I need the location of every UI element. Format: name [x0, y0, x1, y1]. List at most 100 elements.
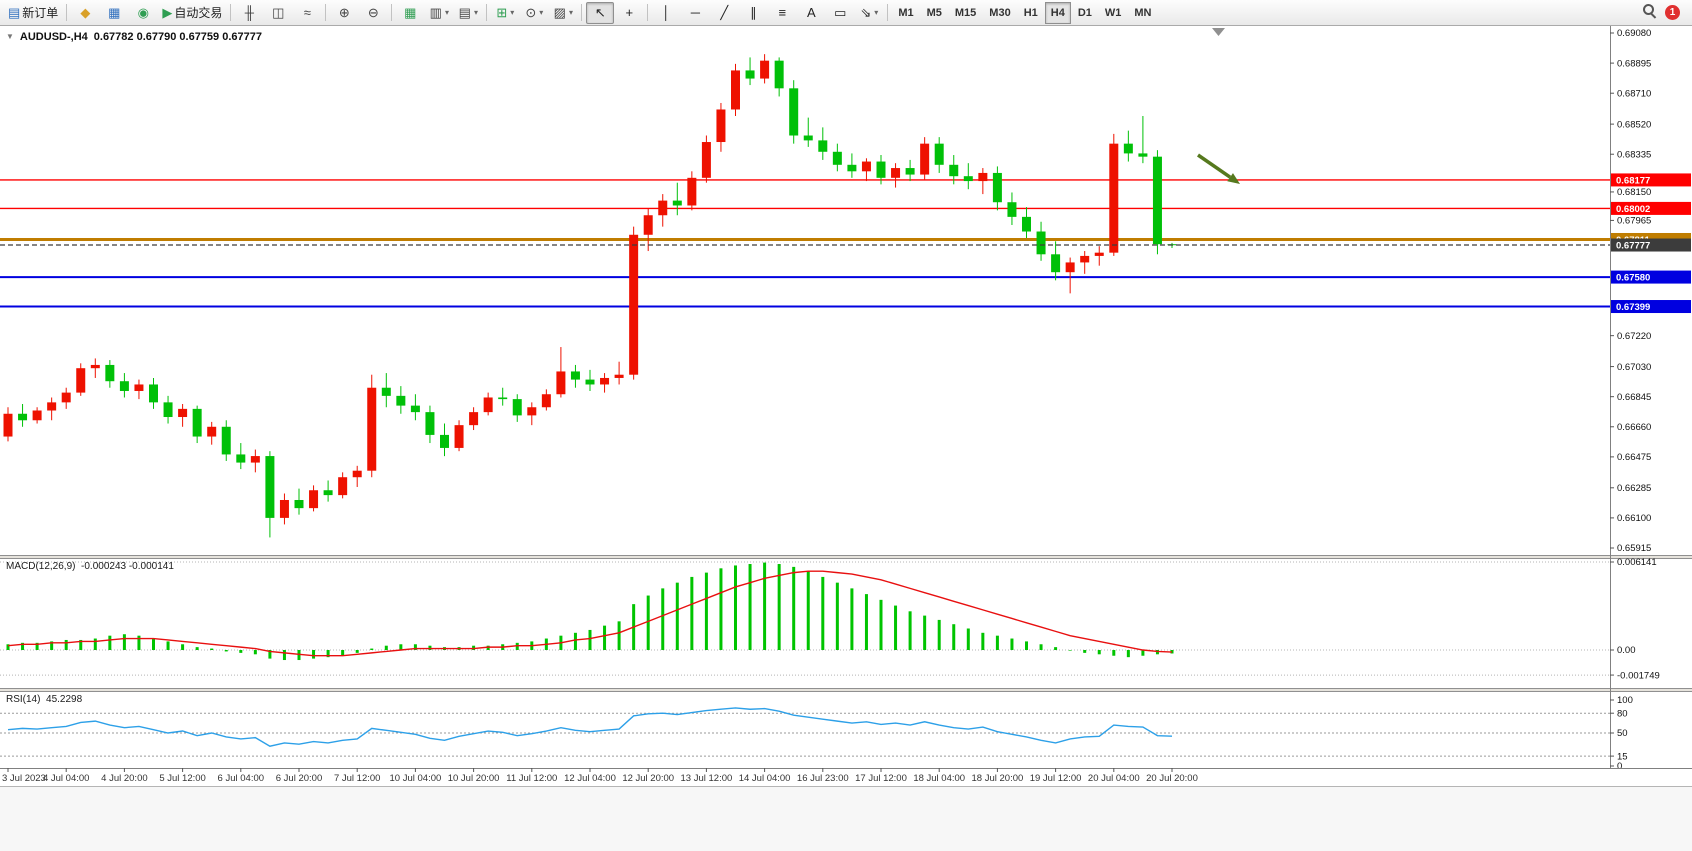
autotrading-icon: ▶ — [162, 5, 173, 20]
macd-indicator — [6, 562, 1174, 661]
one-click-trading-toggle[interactable]: ▼ — [6, 32, 14, 41]
horizontal-line-icon: ─ — [690, 5, 700, 20]
market-watch-button[interactable]: ◆ — [71, 2, 99, 24]
svg-text:19 Jul 12:00: 19 Jul 12:00 — [1030, 773, 1082, 784]
svg-text:0.65915: 0.65915 — [1617, 543, 1651, 554]
cursor-tool-icon: ↖ — [594, 5, 606, 20]
svg-text:0.67220: 0.67220 — [1617, 331, 1651, 342]
macd-label: MACD(12,26,9) -0.000243 -0.000141 — [6, 561, 174, 572]
timeframe-m30-button[interactable]: M30 — [989, 6, 1011, 19]
horizontal-line-tool[interactable]: ─ — [681, 2, 709, 24]
chevron-down-icon: ▾ — [874, 8, 879, 17]
svg-text:0.68520: 0.68520 — [1617, 119, 1651, 130]
period-clock-button[interactable]: ⊙ ▾ — [520, 2, 548, 24]
svg-text:0.67965: 0.67965 — [1617, 216, 1651, 227]
auto-scroll-button[interactable]: ▥ ▾ — [425, 2, 453, 24]
navigator-button[interactable]: ◉ — [129, 2, 157, 24]
timeframe-h4-button[interactable]: H4 — [1044, 1, 1071, 24]
candlestick-series — [3, 54, 1177, 538]
new-order-button[interactable]: ▤ 新订单 — [4, 2, 62, 24]
autotrading-button[interactable]: ▶ 自动交易 — [158, 2, 226, 24]
svg-text:6 Jul 20:00: 6 Jul 20:00 — [276, 773, 322, 784]
tile-windows-icon: ▦ — [404, 5, 417, 20]
search-icon[interactable] — [1642, 3, 1657, 23]
bar-chart-button[interactable]: ╫ — [235, 2, 263, 24]
svg-text:0.66475: 0.66475 — [1617, 452, 1651, 463]
trendline-tool[interactable]: ╱ — [710, 2, 738, 24]
notification-badge[interactable]: 1 — [1665, 5, 1680, 20]
chart-shift-button[interactable]: ▤ ▾ — [454, 2, 482, 24]
panel-divider-macd[interactable] — [0, 555, 1692, 559]
timeframe-d1-button[interactable]: D1 — [1077, 6, 1092, 19]
timeframe-m1-button[interactable]: M1 — [898, 6, 914, 19]
chart-shift-marker[interactable] — [1212, 28, 1225, 36]
svg-text:0.66845: 0.66845 — [1617, 392, 1651, 403]
toolbar-separator — [647, 4, 649, 21]
candlestick-icon: ◫ — [272, 5, 285, 20]
crosshair-tool-button[interactable]: + — [615, 2, 643, 24]
svg-text:0.67777: 0.67777 — [1616, 241, 1650, 252]
svg-text:11 Jul 12:00: 11 Jul 12:00 — [506, 773, 557, 784]
svg-text:0.66660: 0.66660 — [1617, 422, 1651, 433]
trendline-icon: ╱ — [720, 5, 729, 20]
cursor-tool-button[interactable]: ↖ — [586, 1, 615, 24]
data-window-button[interactable]: ▦ — [100, 2, 128, 24]
svg-text:18 Jul 20:00: 18 Jul 20:00 — [972, 773, 1024, 784]
rsi-indicator — [7, 707, 1173, 747]
zoom-in-icon: ⊕ — [338, 5, 350, 20]
data-window-icon: ▦ — [108, 5, 121, 20]
line-chart-icon: ≈ — [303, 5, 311, 20]
channel-tool[interactable]: ∥ — [739, 2, 767, 24]
candlestick-button[interactable]: ◫ — [264, 2, 292, 24]
zoom-in-button[interactable]: ⊕ — [330, 2, 358, 24]
svg-text:80: 80 — [1617, 708, 1628, 719]
svg-text:16 Jul 23:00: 16 Jul 23:00 — [797, 773, 849, 784]
timeframe-w1-button[interactable]: W1 — [1104, 6, 1122, 19]
price-axis[interactable]: 0.69080 0.68895 0.68710 0.68520 0.68335 0.681… — [1610, 26, 1660, 772]
timeframe-h1-button[interactable]: H1 — [1023, 6, 1038, 19]
svg-text:10 Jul 20:00: 10 Jul 20:00 — [448, 773, 500, 784]
zoom-out-icon: ⊖ — [367, 5, 379, 20]
bar-chart-icon: ╫ — [244, 5, 254, 20]
timeframe-m15-button[interactable]: M15 — [954, 6, 977, 19]
timeframe-mn-button[interactable]: MN — [1134, 6, 1152, 19]
horizontal-line-objects[interactable] — [0, 179, 1610, 308]
toolbar-buttons: ▤ 新订单 ◆ ▦ ◉ ▶ 自动交易 ╫ ◫ ≈ ⊕ ⊖ ▦ ▥ ▾ ▤ ▾ ⊞ ▾ ⊙ ▾ ▨ ▾ ↖ + │ ─ ╱ ∥ ≡ A ▭ ⇘ ▾ M… — [4, 1, 1642, 24]
vertical-line-tool[interactable]: │ — [652, 2, 680, 24]
label-tool[interactable]: ▭ — [826, 2, 854, 24]
arrow-annotation[interactable] — [1197, 153, 1240, 184]
panel-divider-rsi[interactable] — [0, 688, 1692, 692]
svg-text:17 Jul 12:00: 17 Jul 12:00 — [855, 773, 907, 784]
panel-backgrounds — [0, 26, 1692, 851]
chevron-down-icon: ▾ — [568, 8, 573, 17]
toolbar-separator — [391, 4, 393, 21]
tile-windows-button[interactable]: ▦ — [396, 2, 424, 24]
rsi-label: RSI(14) 45.2298 — [6, 694, 82, 705]
toolbar-separator — [486, 4, 488, 21]
timeframe-m5-button[interactable]: M5 — [926, 6, 942, 19]
svg-text:0.66285: 0.66285 — [1617, 483, 1651, 494]
arrows-tool[interactable]: ⇘ ▾ — [855, 2, 883, 24]
text-tool[interactable]: A — [797, 2, 825, 24]
axis-price-badges: 0.681770.680020.678110.675800.673990.677… — [1611, 173, 1691, 314]
crosshair-tool-icon: + — [625, 5, 634, 20]
new-order-button-label: 新订单 — [22, 6, 59, 20]
chart-title: ▼ AUDUSD-,H4 0.67782 0.67790 0.67759 0.6… — [6, 31, 262, 43]
add-indicator-button[interactable]: ⊞ ▾ — [491, 2, 519, 24]
svg-text:12 Jul 20:00: 12 Jul 20:00 — [622, 773, 674, 784]
svg-text:10 Jul 04:00: 10 Jul 04:00 — [390, 773, 442, 784]
line-chart-button[interactable]: ≈ — [293, 2, 321, 24]
chevron-down-icon: ▾ — [473, 8, 478, 17]
svg-text:5 Jul 12:00: 5 Jul 12:00 — [159, 773, 205, 784]
arrows-icon: ⇘ — [860, 5, 872, 20]
svg-text:7 Jul 12:00: 7 Jul 12:00 — [334, 773, 380, 784]
template-button[interactable]: ▨ ▾ — [549, 2, 577, 24]
zoom-out-button[interactable]: ⊖ — [359, 2, 387, 24]
svg-text:0.68002: 0.68002 — [1616, 204, 1650, 215]
svg-text:4 Jul 04:00: 4 Jul 04:00 — [43, 773, 89, 784]
svg-text:0.67030: 0.67030 — [1617, 362, 1651, 373]
fibonacci-tool[interactable]: ≡ — [768, 2, 796, 24]
